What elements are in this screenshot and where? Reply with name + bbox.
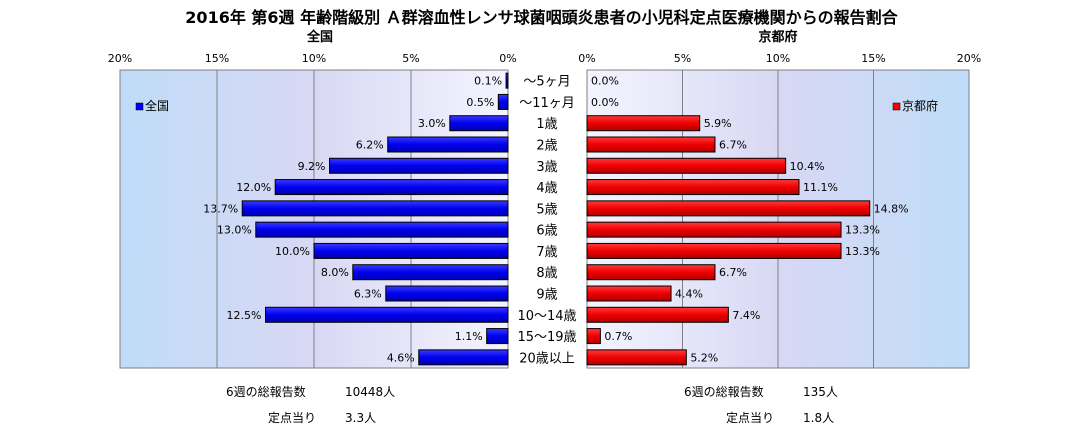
left-data-label: 8.0%: [321, 266, 349, 279]
left-data-label: 9.2%: [298, 160, 326, 173]
left-bar: [505, 72, 509, 89]
right-bar: [586, 285, 672, 302]
left-bar: [497, 93, 509, 110]
left-tick-label: 5%: [402, 52, 419, 65]
category-label: 9歳: [536, 288, 557, 303]
right-total-label: 6週の総報告数: [684, 385, 764, 399]
right-data-label: 6.7%: [719, 139, 747, 152]
right-data-label: 6.7%: [719, 266, 747, 279]
left-bar: [352, 264, 509, 281]
right-tick-label: 10%: [766, 52, 790, 65]
category-label: 3歳: [536, 160, 557, 175]
left-total-label: 6週の総報告数: [226, 385, 306, 399]
left-bar: [255, 221, 509, 238]
left-panel-title: 全国: [306, 30, 333, 45]
left-data-label: 0.1%: [474, 75, 502, 88]
right-data-label: 7.4%: [732, 309, 760, 322]
right-panel-title: 京都府: [758, 30, 798, 45]
right-bar: [586, 179, 800, 196]
left-bar: [418, 349, 509, 366]
category-label: 2歳: [536, 139, 557, 154]
category-label: 10～14歳: [517, 309, 576, 324]
left-data-label: 10.0%: [275, 245, 310, 258]
right-data-label: 5.2%: [690, 351, 718, 364]
left-data-label: 6.2%: [356, 139, 384, 152]
left-data-label: 4.6%: [387, 351, 415, 364]
right-tick-label: 15%: [861, 52, 885, 65]
right-bar: [586, 349, 687, 366]
right-data-label: 5.9%: [704, 117, 732, 130]
right-bar: [586, 328, 601, 345]
right-bar: [586, 136, 716, 153]
left-tick-label: 15%: [205, 52, 229, 65]
left-bar: [329, 157, 509, 174]
right-bar: [586, 200, 871, 217]
left-bar: [265, 306, 509, 323]
category-label: 6歳: [536, 224, 557, 239]
right-data-label: 13.3%: [845, 245, 880, 258]
right-data-label: 14.8%: [874, 202, 909, 215]
right-bar: [586, 221, 842, 238]
chart-title: 2016年 第6週 年齢階級別 Ａ群溶血性レンサ球菌咽頭炎患者の小児科定点医療機…: [185, 8, 898, 27]
right-per-site-label: 定点当り: [726, 411, 775, 425]
category-label: 15～19歳: [517, 330, 576, 345]
category-label: 7歳: [536, 245, 557, 260]
left-data-label: 12.5%: [227, 309, 262, 322]
left-total-value: 10448人: [345, 385, 396, 399]
right-bar: [586, 264, 716, 281]
category-label: 1歳: [536, 117, 557, 132]
left-data-label: 12.0%: [236, 181, 271, 194]
right-tick-label: 20%: [957, 52, 981, 65]
right-data-label: 10.4%: [790, 160, 825, 173]
left-legend-swatch: [135, 102, 144, 111]
left-data-label: 0.5%: [466, 96, 494, 109]
right-data-label: 0.7%: [604, 330, 632, 343]
category-label: ～11ヶ月: [519, 96, 575, 111]
left-legend-label: 全国: [145, 98, 169, 113]
right-tick-label: 5%: [674, 52, 691, 65]
category-label: 20歳以上: [519, 351, 575, 366]
left-data-label: 13.0%: [217, 224, 252, 237]
left-bar: [449, 115, 509, 132]
category-label: ～5ヶ月: [523, 75, 570, 90]
right-bar: [586, 306, 729, 323]
right-tick-label: 0%: [578, 52, 595, 65]
category-label: 8歳: [536, 266, 557, 281]
left-data-label: 3.0%: [418, 117, 446, 130]
right-legend-label: 京都府: [902, 98, 938, 113]
right-total-value: 135人: [803, 385, 838, 399]
right-bar: [586, 115, 701, 132]
left-bar: [241, 200, 509, 217]
right-bar: [586, 242, 842, 259]
right-legend-swatch: [892, 102, 901, 111]
right-data-label: 13.3%: [845, 224, 880, 237]
right-data-label: 0.0%: [591, 96, 619, 109]
left-bar: [313, 242, 509, 259]
left-bar: [274, 179, 509, 196]
left-bar: [385, 285, 509, 302]
left-data-label: 13.7%: [203, 202, 238, 215]
right-data-label: 11.1%: [803, 181, 838, 194]
left-per-site-value: 3.3人: [345, 411, 377, 425]
left-tick-label: 0%: [499, 52, 516, 65]
right-per-site-value: 1.8人: [803, 411, 835, 425]
right-data-label: 4.4%: [675, 288, 703, 301]
left-per-site-label: 定点当り: [268, 411, 317, 425]
left-tick-label: 10%: [302, 52, 326, 65]
right-data-label: 0.0%: [591, 75, 619, 88]
left-bar: [486, 328, 509, 345]
left-bar: [387, 136, 509, 153]
left-data-label: 6.3%: [354, 288, 382, 301]
left-data-label: 1.1%: [455, 330, 483, 343]
left-tick-label: 20%: [108, 52, 132, 65]
right-bar: [586, 157, 787, 174]
category-label: 5歳: [536, 202, 557, 217]
category-label: 4歳: [536, 181, 557, 196]
